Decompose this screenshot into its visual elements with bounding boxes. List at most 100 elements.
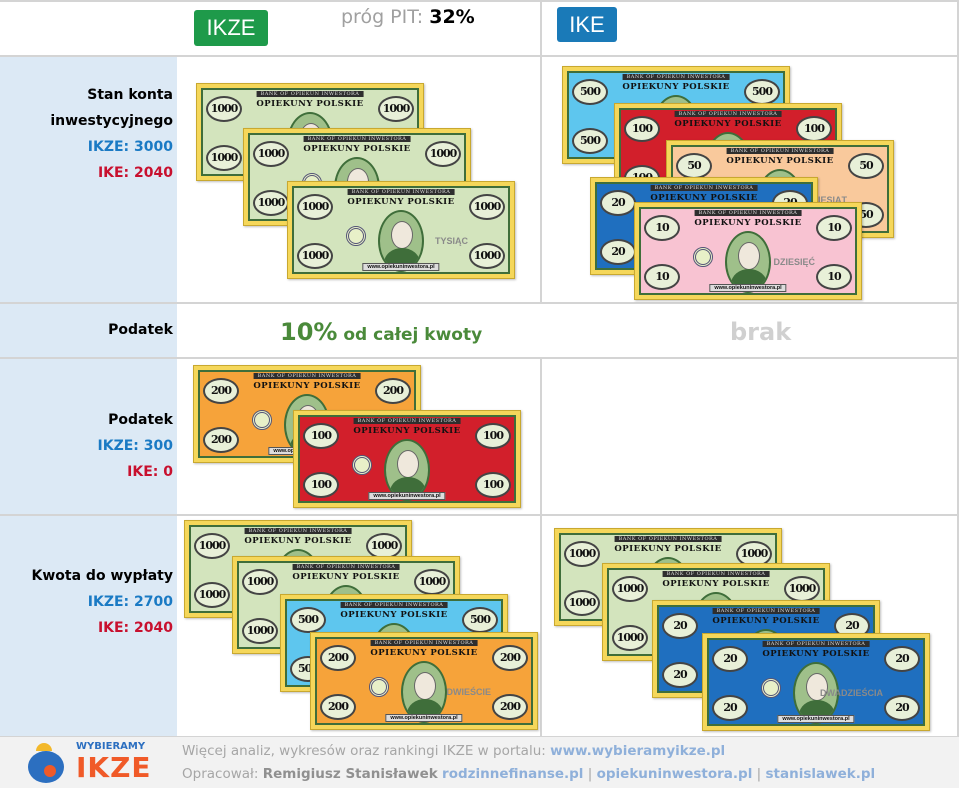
- ike-tax-rate: brak: [730, 318, 792, 346]
- tax-rate-label: Podatek: [108, 322, 173, 338]
- banknote-title: OPIEKUNY POLSKIE: [726, 156, 834, 166]
- divider: [957, 0, 959, 737]
- banknote-value: 50: [848, 153, 884, 179]
- banknote-value: 1000: [194, 582, 230, 608]
- banknote-value: 20: [712, 646, 748, 672]
- banknote-value: 1000: [414, 569, 450, 595]
- balance-title: inwestycyjnego: [50, 113, 173, 129]
- banknote-title: OPIEKUNY POLSKIE: [353, 426, 461, 436]
- banknote-value: 1000: [242, 569, 278, 595]
- banknote-bank: BANK OF OPIEKUN INWESTORA: [712, 608, 820, 614]
- banknote-face: BANK OF OPIEKUN INWESTORA OPIEKUNY POLSK…: [639, 207, 857, 295]
- banknote-value: 10: [816, 264, 852, 290]
- banknote-value: 200: [203, 427, 239, 453]
- banknote-bank: BANK OF OPIEKUN INWESTORA: [622, 74, 730, 80]
- banknote-value: 500: [744, 79, 780, 105]
- tax-label: Podatek IKZE: 300 IKE: 0: [0, 407, 173, 485]
- banknote-value: 500: [572, 79, 608, 105]
- banknote-value: 200: [320, 645, 356, 671]
- banknote-value: 1000: [612, 576, 648, 602]
- logo-text-bottom: IKZE: [76, 751, 152, 784]
- link-opiekuninwestora[interactable]: opiekuninwestora.pl: [596, 766, 753, 782]
- banknote-100: BANK OF OPIEKUN INWESTORA OPIEKUNY POLSK…: [293, 410, 521, 508]
- banknote-title: OPIEKUNY POLSKIE: [674, 119, 782, 129]
- banknote-value: 100: [303, 423, 339, 449]
- banknote-value: 20: [884, 695, 920, 721]
- banknote-value: 1000: [366, 533, 402, 559]
- banknote-20: BANK OF OPIEKUN INWESTORA OPIEKUNY POLSK…: [702, 633, 930, 731]
- footer-text: Więcej analiz, wykresów oraz rankingi IK…: [182, 743, 551, 759]
- link-rodzinnefinanse[interactable]: rodzinnefinanse.pl: [442, 766, 584, 782]
- link-stanislawek[interactable]: stanislawek.pl: [765, 766, 876, 782]
- payout-label: Kwota do wypłaty IKZE: 2700 IKE: 2040: [0, 563, 173, 641]
- author-label: Opracował:: [182, 766, 263, 782]
- banknote-value: 1000: [425, 141, 461, 167]
- divider: [0, 0, 959, 2]
- banknote-bank: BANK OF OPIEKUN INWESTORA: [347, 189, 455, 195]
- banknote-value: 1000: [297, 243, 333, 269]
- banknote-10: BANK OF OPIEKUN INWESTORA OPIEKUNY POLSK…: [634, 202, 862, 300]
- seal-icon: [369, 677, 389, 697]
- banknote-value: 200: [492, 645, 528, 671]
- banknote-value: 50: [676, 153, 712, 179]
- banknote-title: OPIEKUNY POLSKIE: [712, 616, 820, 626]
- piggy-bank-logo-icon: [28, 743, 64, 783]
- banknote-value: 100: [796, 116, 832, 142]
- banknote-bank: BANK OF OPIEKUN INWESTORA: [662, 571, 770, 577]
- banknote-word: DWADZIEŚCIA: [820, 688, 883, 698]
- seal-icon: [346, 226, 366, 246]
- pit-value: 32%: [429, 6, 475, 28]
- banknote-url: www.opiekuninwestora.pl: [362, 263, 440, 271]
- divider: [540, 357, 542, 737]
- banknote-value: 1000: [564, 590, 600, 616]
- banknote-bank: BANK OF OPIEKUN INWESTORA: [244, 528, 352, 534]
- banknote-title: OPIEKUNY POLSKIE: [253, 381, 361, 391]
- banknote-value: 200: [320, 694, 356, 720]
- banknote-word: DWIEŚCIE: [446, 687, 491, 697]
- banknote-value: 10: [644, 264, 680, 290]
- separator: |: [752, 766, 766, 782]
- banknote-face: BANK OF OPIEKUN INWESTORA OPIEKUNY POLSK…: [292, 186, 510, 274]
- banknote-face: BANK OF OPIEKUN INWESTORA OPIEKUNY POLSK…: [707, 638, 925, 726]
- banknote-value: 1000: [253, 190, 289, 216]
- banknote-value: 500: [290, 607, 326, 633]
- footer-line-1: Więcej analiz, wykresów oraz rankingi IK…: [182, 743, 725, 759]
- banknote-title: OPIEKUNY POLSKIE: [347, 197, 455, 207]
- banknote-value: 1000: [378, 96, 414, 122]
- divider: [0, 357, 959, 359]
- divider: [0, 302, 959, 304]
- banknote-value: 20: [662, 662, 698, 688]
- label-column: [0, 57, 177, 737]
- portal-link[interactable]: www.wybieramyikze.pl: [550, 743, 726, 759]
- banknote-value: 100: [624, 116, 660, 142]
- banknote-value: 1000: [206, 96, 242, 122]
- author-name: Remigiusz Stanisławek: [262, 766, 438, 782]
- banknote-value: 10: [816, 215, 852, 241]
- banknote-1000: BANK OF OPIEKUN INWESTORA OPIEKUNY POLSK…: [287, 181, 515, 279]
- ikze-tax-percent: 10%: [280, 318, 338, 346]
- banknote-value: 1000: [206, 145, 242, 171]
- banknote-title: OPIEKUNY POLSKIE: [370, 648, 478, 658]
- banknote-word: TYSIĄC: [434, 236, 468, 246]
- banknote-bank: BANK OF OPIEKUN INWESTORA: [253, 373, 361, 379]
- banknote-url: www.opiekuninwestora.pl: [709, 284, 787, 292]
- divider: [0, 55, 959, 57]
- banknote-value: 1000: [564, 541, 600, 567]
- banknote-bank: BANK OF OPIEKUN INWESTORA: [726, 148, 834, 154]
- banknote-value: 500: [462, 607, 498, 633]
- banknote-value: 10: [644, 215, 680, 241]
- banknote-value: 100: [475, 423, 511, 449]
- seal-icon: [252, 410, 272, 430]
- banknote-face: BANK OF OPIEKUN INWESTORA OPIEKUNY POLSK…: [298, 415, 516, 503]
- banknote-bank: BANK OF OPIEKUN INWESTORA: [370, 640, 478, 646]
- banknote-title: OPIEKUNY POLSKIE: [340, 610, 448, 620]
- divider: [0, 514, 959, 516]
- tax-ikze: IKZE: 300: [97, 438, 173, 454]
- pit-label: próg PIT:: [341, 6, 424, 28]
- balance-label: Stan konta inwestycyjnego IKZE: 3000 IKE…: [0, 82, 173, 186]
- banknote-value: 1000: [242, 618, 278, 644]
- banknote-value: 1000: [194, 533, 230, 559]
- banknote-title: OPIEKUNY POLSKIE: [762, 649, 870, 659]
- banknote-value: 1000: [784, 576, 820, 602]
- banknote-word: DZIESIĘĆ: [773, 257, 815, 267]
